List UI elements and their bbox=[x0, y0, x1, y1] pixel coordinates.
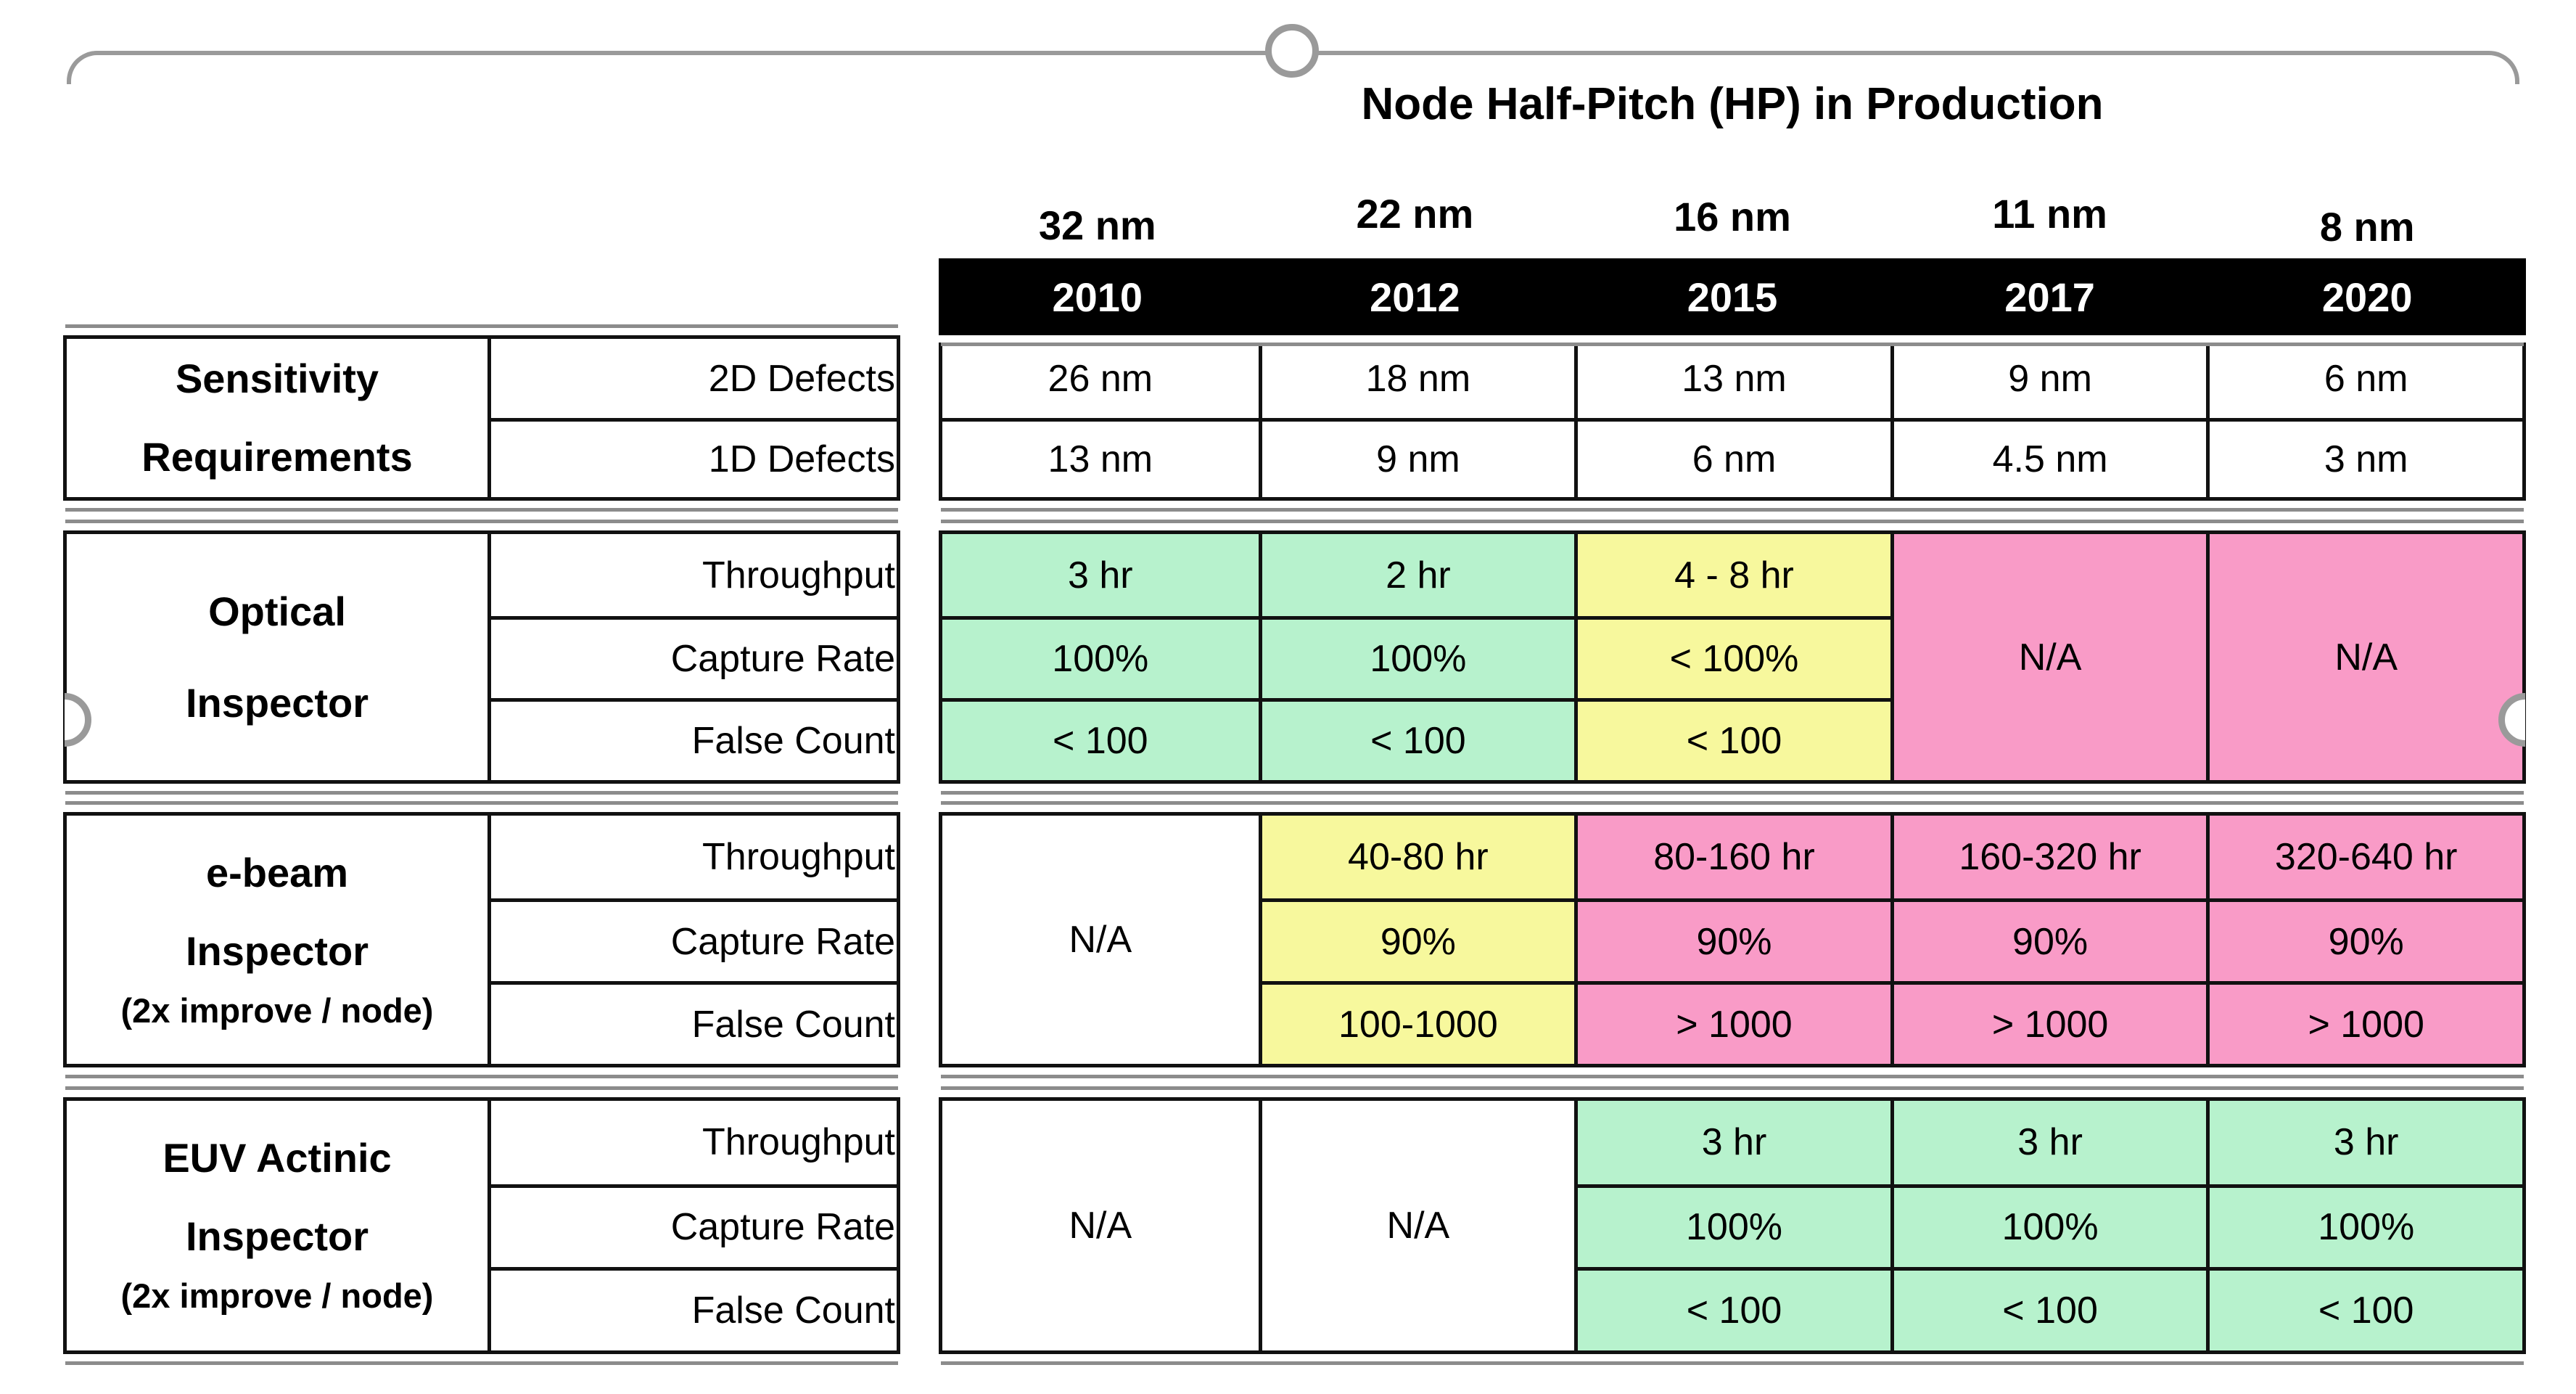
data-cell: < 100 bbox=[1890, 1267, 2207, 1350]
node-header-22nm: 22 nm bbox=[1356, 190, 1474, 237]
year-header-2017: 2017 bbox=[2004, 274, 2095, 320]
data-cell: 100-1000 bbox=[1258, 981, 1575, 1064]
year-header-2015: 2015 bbox=[1687, 274, 1778, 320]
data-cell-merged: N/A bbox=[1069, 919, 1132, 961]
metric-label-false-count: False Count bbox=[491, 1267, 897, 1350]
metric-label-capture-rate: Capture Rate bbox=[491, 898, 897, 981]
node-header-16nm: 16 nm bbox=[1674, 193, 1791, 239]
data-cell: 3 nm bbox=[2206, 418, 2522, 497]
data-cell: 9 nm bbox=[1890, 339, 2207, 418]
data-cell: 26 nm bbox=[1048, 357, 1153, 400]
resize-handle-left-middle[interactable] bbox=[65, 693, 91, 747]
data-cell: 3 hr bbox=[942, 534, 1259, 616]
resize-handle-right-middle[interactable] bbox=[2498, 693, 2525, 747]
metric-label-capture-rate: Capture Rate bbox=[491, 616, 897, 698]
data-cell: 4 - 8 hr bbox=[1574, 534, 1890, 616]
data-cell: > 1000 bbox=[1890, 981, 2207, 1064]
data-cell: 3 hr bbox=[2206, 1101, 2522, 1184]
table-title: Node Half-Pitch (HP) in Production bbox=[1361, 79, 2104, 129]
year-header-2010: 2010 bbox=[1052, 274, 1143, 320]
data-cell: 90% bbox=[1890, 898, 2207, 981]
metric-label-false-count: False Count bbox=[491, 981, 897, 1064]
data-cell: < 100 bbox=[1258, 698, 1575, 780]
data-cell: 90% bbox=[1258, 898, 1575, 981]
year-header-2012: 2012 bbox=[1370, 274, 1460, 320]
data-cell: < 100 bbox=[1574, 1267, 1890, 1350]
metric-label-false-count: False Count bbox=[491, 698, 897, 780]
data-cell: 6 nm bbox=[1574, 418, 1890, 497]
node-header-row: 32 nm 22 nm 16 nm 11 nm 8 nm bbox=[939, 173, 2526, 254]
data-cell: 80-160 hr bbox=[1574, 816, 1890, 898]
data-cell: 160-320 hr bbox=[1890, 816, 2207, 898]
node-header-32nm: 32 nm bbox=[1038, 202, 1156, 248]
data-cell: 3 hr bbox=[1574, 1101, 1890, 1184]
data-cell: 40-80 hr bbox=[1258, 816, 1575, 898]
metric-label-throughput: Throughput bbox=[702, 554, 895, 596]
data-cell: 3 hr bbox=[1890, 1101, 2207, 1184]
data-cell: 100% bbox=[1258, 616, 1575, 698]
ebeam-label-block: e-beam Inspector (2x improve / node) Thr… bbox=[63, 812, 900, 1067]
data-cell-merged: N/A bbox=[2206, 534, 2522, 780]
data-cell: > 1000 bbox=[1574, 981, 1890, 1064]
data-cell: 2 hr bbox=[1258, 534, 1575, 616]
optical-data-block: 3 hr 2 hr 4 - 8 hr N/A N/A 100% 100% < 1… bbox=[939, 530, 2526, 784]
section-label-sensitivity: Sensitivity Requirements bbox=[67, 339, 491, 497]
euv-data-block: N/A N/A 3 hr 3 hr 3 hr 100% 100% 100% < … bbox=[939, 1097, 2526, 1354]
node-header-11nm: 11 nm bbox=[1992, 190, 2107, 237]
data-cell: 13 nm bbox=[942, 418, 1259, 497]
year-header-row: 2010 2012 2015 2017 2020 bbox=[939, 258, 2526, 335]
euv-label-block: EUV Actinic Inspector (2x improve / node… bbox=[63, 1097, 900, 1354]
section-label-note: (2x improve / node) bbox=[120, 1276, 434, 1316]
ebeam-data-block: N/A 40-80 hr 80-160 hr 160-320 hr 320-64… bbox=[939, 812, 2526, 1067]
sensitivity-label-block: Sensitivity Requirements 2D Defects 1D D… bbox=[63, 335, 900, 501]
section-label-line2: Inspector bbox=[185, 1213, 369, 1260]
metric-label-2d-defects: 2D Defects bbox=[708, 357, 895, 400]
resize-handle-ring bbox=[65, 693, 91, 747]
data-cell-merged: N/A bbox=[1890, 534, 2207, 780]
section-label-line1: e-beam bbox=[205, 849, 349, 895]
optical-label-block: Optical Inspector Throughput Capture Rat… bbox=[63, 530, 900, 784]
data-cell: < 100 bbox=[2206, 1267, 2522, 1350]
data-cell: 100% bbox=[1574, 1184, 1890, 1268]
data-cell: < 100 bbox=[1574, 698, 1890, 780]
section-label-ebeam: e-beam Inspector (2x improve / node) bbox=[67, 816, 491, 1064]
data-cell: > 1000 bbox=[2206, 981, 2522, 1064]
section-label-euv: EUV Actinic Inspector (2x improve / node… bbox=[67, 1101, 491, 1350]
section-label-line2: Inspector bbox=[185, 679, 369, 726]
resize-handle-top-center[interactable] bbox=[1265, 24, 1319, 78]
section-label-line1: Optical bbox=[208, 588, 346, 634]
data-cell: 100% bbox=[942, 616, 1259, 698]
node-header-8nm: 8 nm bbox=[2319, 203, 2415, 250]
metric-label-capture-rate: Capture Rate bbox=[491, 1184, 897, 1268]
data-cell: 9 nm bbox=[1258, 418, 1575, 497]
section-label-line2: Requirements bbox=[141, 434, 413, 480]
data-cell: 100% bbox=[1890, 1184, 2207, 1268]
metric-label-throughput: Throughput bbox=[702, 1121, 895, 1164]
data-cell: 90% bbox=[1574, 898, 1890, 981]
section-label-line1: EUV Actinic bbox=[162, 1135, 392, 1181]
section-label-optical: Optical Inspector bbox=[67, 534, 491, 780]
data-cell: 13 nm bbox=[1574, 339, 1890, 418]
section-label-line2: Inspector bbox=[185, 927, 369, 974]
data-cell: 100% bbox=[2206, 1184, 2522, 1268]
data-cell: 4.5 nm bbox=[1890, 418, 2207, 497]
metric-label-throughput: Throughput bbox=[702, 836, 895, 878]
year-header-2020: 2020 bbox=[2321, 274, 2413, 320]
data-cell: 320-640 hr bbox=[2206, 816, 2522, 898]
data-cell: 6 nm bbox=[2206, 339, 2522, 418]
data-cell: 90% bbox=[2206, 898, 2522, 981]
data-cell: < 100 bbox=[942, 698, 1259, 780]
sensitivity-data-block: 26 nm 18 nm 13 nm 9 nm 6 nm 13 nm 9 nm 6… bbox=[939, 335, 2526, 501]
data-cell: 18 nm bbox=[1258, 339, 1575, 418]
data-cell-merged: N/A bbox=[1258, 1101, 1575, 1350]
data-cell: < 100% bbox=[1574, 616, 1890, 698]
metric-label-1d-defects: 1D Defects bbox=[491, 418, 897, 497]
section-label-line1: Sensitivity bbox=[175, 356, 379, 401]
data-cell-merged: N/A bbox=[1069, 1204, 1132, 1247]
section-label-note: (2x improve / node) bbox=[120, 991, 434, 1030]
